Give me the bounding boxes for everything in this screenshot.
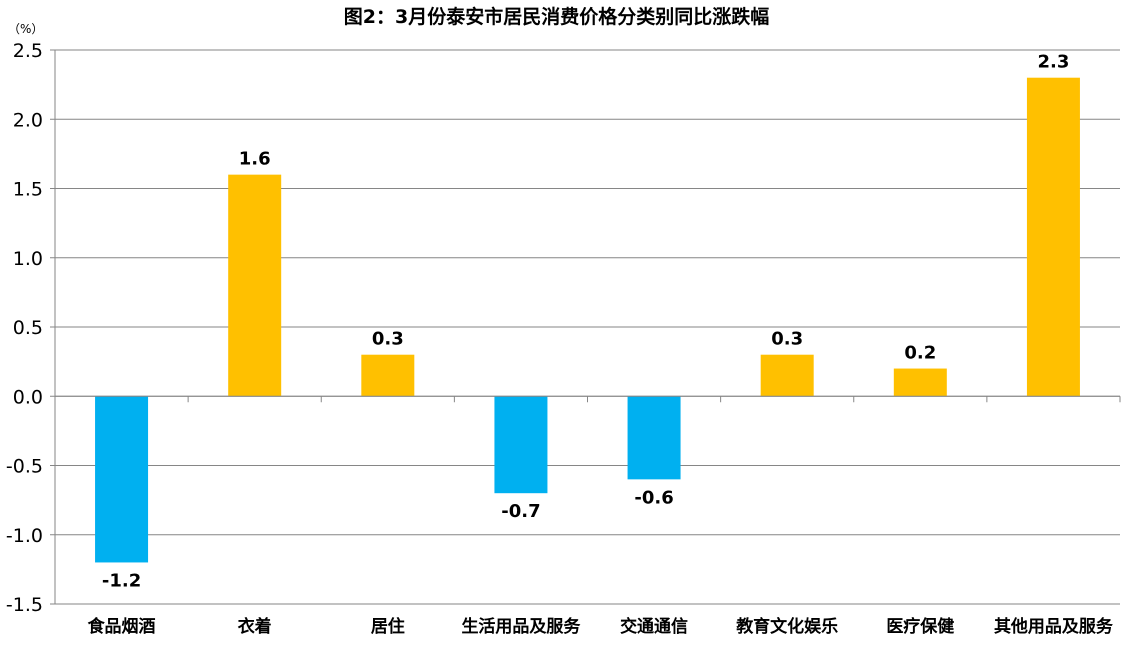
x-tick-label: 衣着 — [238, 616, 272, 637]
data-label: 2.3 — [1037, 52, 1069, 73]
data-label: 1.6 — [239, 149, 271, 170]
y-tick-label: 0.5 — [13, 317, 43, 339]
y-tick-label: 2.5 — [13, 40, 43, 62]
x-tick-label: 交通通信 — [620, 616, 688, 637]
axes — [50, 49, 1121, 605]
x-tick-label: 教育文化娱乐 — [735, 616, 838, 637]
x-tick-label: 居住 — [371, 616, 405, 637]
x-tick-label: 食品烟酒 — [88, 616, 156, 637]
bar — [760, 354, 814, 397]
data-label: -0.7 — [501, 501, 540, 522]
bars — [95, 77, 1080, 563]
x-tick-label: 医疗保健 — [886, 616, 954, 637]
data-label: -0.6 — [634, 487, 673, 508]
y-axis-unit-label: （%） — [8, 22, 44, 36]
bar — [361, 354, 415, 397]
y-tick-label: 1.0 — [13, 248, 43, 270]
bar — [228, 174, 282, 397]
data-label: 0.3 — [372, 329, 404, 350]
chart-title: 图2：3月份泰安市居民消费价格分类别同比涨跌幅 — [343, 6, 770, 28]
x-tick-label: 生活用品及服务 — [461, 616, 581, 637]
x-tick-label: 其他用品及服务 — [994, 616, 1114, 637]
bar — [893, 368, 947, 397]
gridlines — [55, 49, 1120, 605]
y-tick-label: 2.0 — [13, 109, 43, 131]
bar — [95, 396, 149, 563]
data-label: 0.3 — [771, 329, 803, 350]
y-tick-label: -1.5 — [6, 594, 43, 616]
y-tick-label: -0.5 — [6, 456, 43, 478]
bar — [1026, 77, 1080, 397]
data-label: 0.2 — [904, 343, 936, 364]
y-tick-label: 0.0 — [13, 386, 43, 408]
labels: 2.5 2.0 1.5 1.0 0.5 0.0 -0.5 -1.0 -1.5 -1.2 食品烟酒 1.… — [6, 40, 1114, 637]
data-label: -1.2 — [102, 570, 141, 591]
y-tick-label: 1.5 — [13, 179, 43, 201]
bar — [494, 396, 548, 494]
y-tick-label: -1.0 — [6, 525, 43, 547]
bar — [627, 396, 681, 480]
